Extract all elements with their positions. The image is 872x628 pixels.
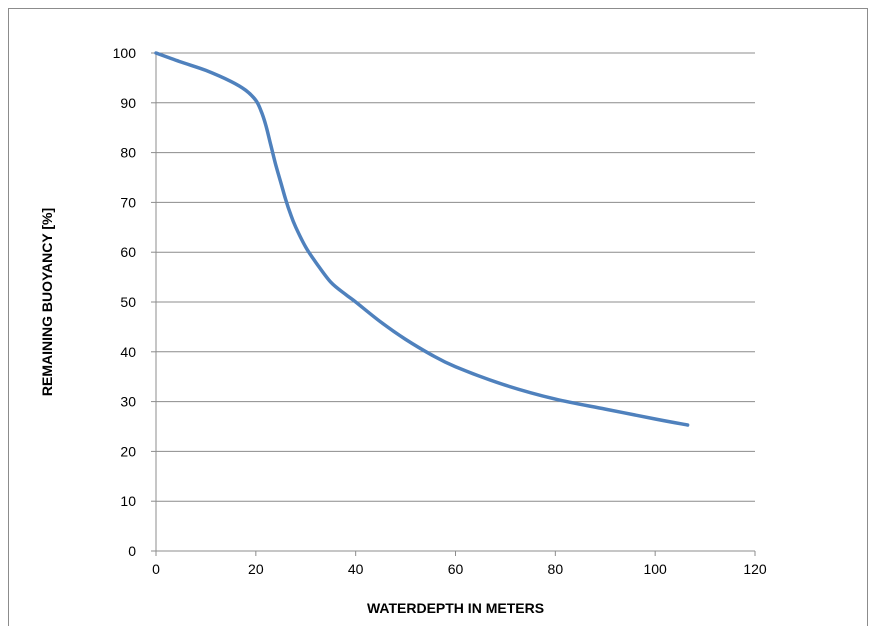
x-tick-label-40: 40 (348, 561, 364, 577)
y-tick-label-100: 100 (113, 45, 137, 61)
axes (151, 52, 756, 556)
x-tick-labels: 0 20 40 60 80 100 120 (152, 561, 767, 577)
y-tick-label-30: 30 (120, 394, 136, 410)
gridlines (156, 52, 755, 502)
y-tick-label-80: 80 (120, 145, 136, 161)
y-tick-label-90: 90 (120, 95, 136, 111)
x-tick-label-120: 120 (743, 561, 767, 577)
y-tick-label-70: 70 (120, 194, 136, 210)
x-tick-label-80: 80 (548, 561, 564, 577)
y-tick-label-20: 20 (120, 443, 136, 459)
x-tick-label-100: 100 (643, 561, 667, 577)
y-tick-label-50: 50 (120, 294, 136, 310)
series-line-0 (154, 51, 690, 427)
chart-frame (8, 8, 868, 626)
x-tick-label-20: 20 (248, 561, 264, 577)
y-tick-label-0: 0 (128, 543, 136, 559)
y-tick-label-60: 60 (120, 244, 136, 260)
y-axis-title: REMAINING BUOYANCY [%] (39, 208, 55, 396)
x-tick-label-0: 0 (152, 561, 160, 577)
x-tick-label-60: 60 (448, 561, 464, 577)
y-tick-label-10: 10 (120, 493, 136, 509)
series-layer (154, 51, 690, 427)
y-tick-label-40: 40 (120, 344, 136, 360)
y-tick-labels: 0 10 20 30 40 50 60 70 80 90 100 (113, 45, 137, 559)
x-axis-title: WATERDEPTH IN METERS (367, 600, 544, 616)
